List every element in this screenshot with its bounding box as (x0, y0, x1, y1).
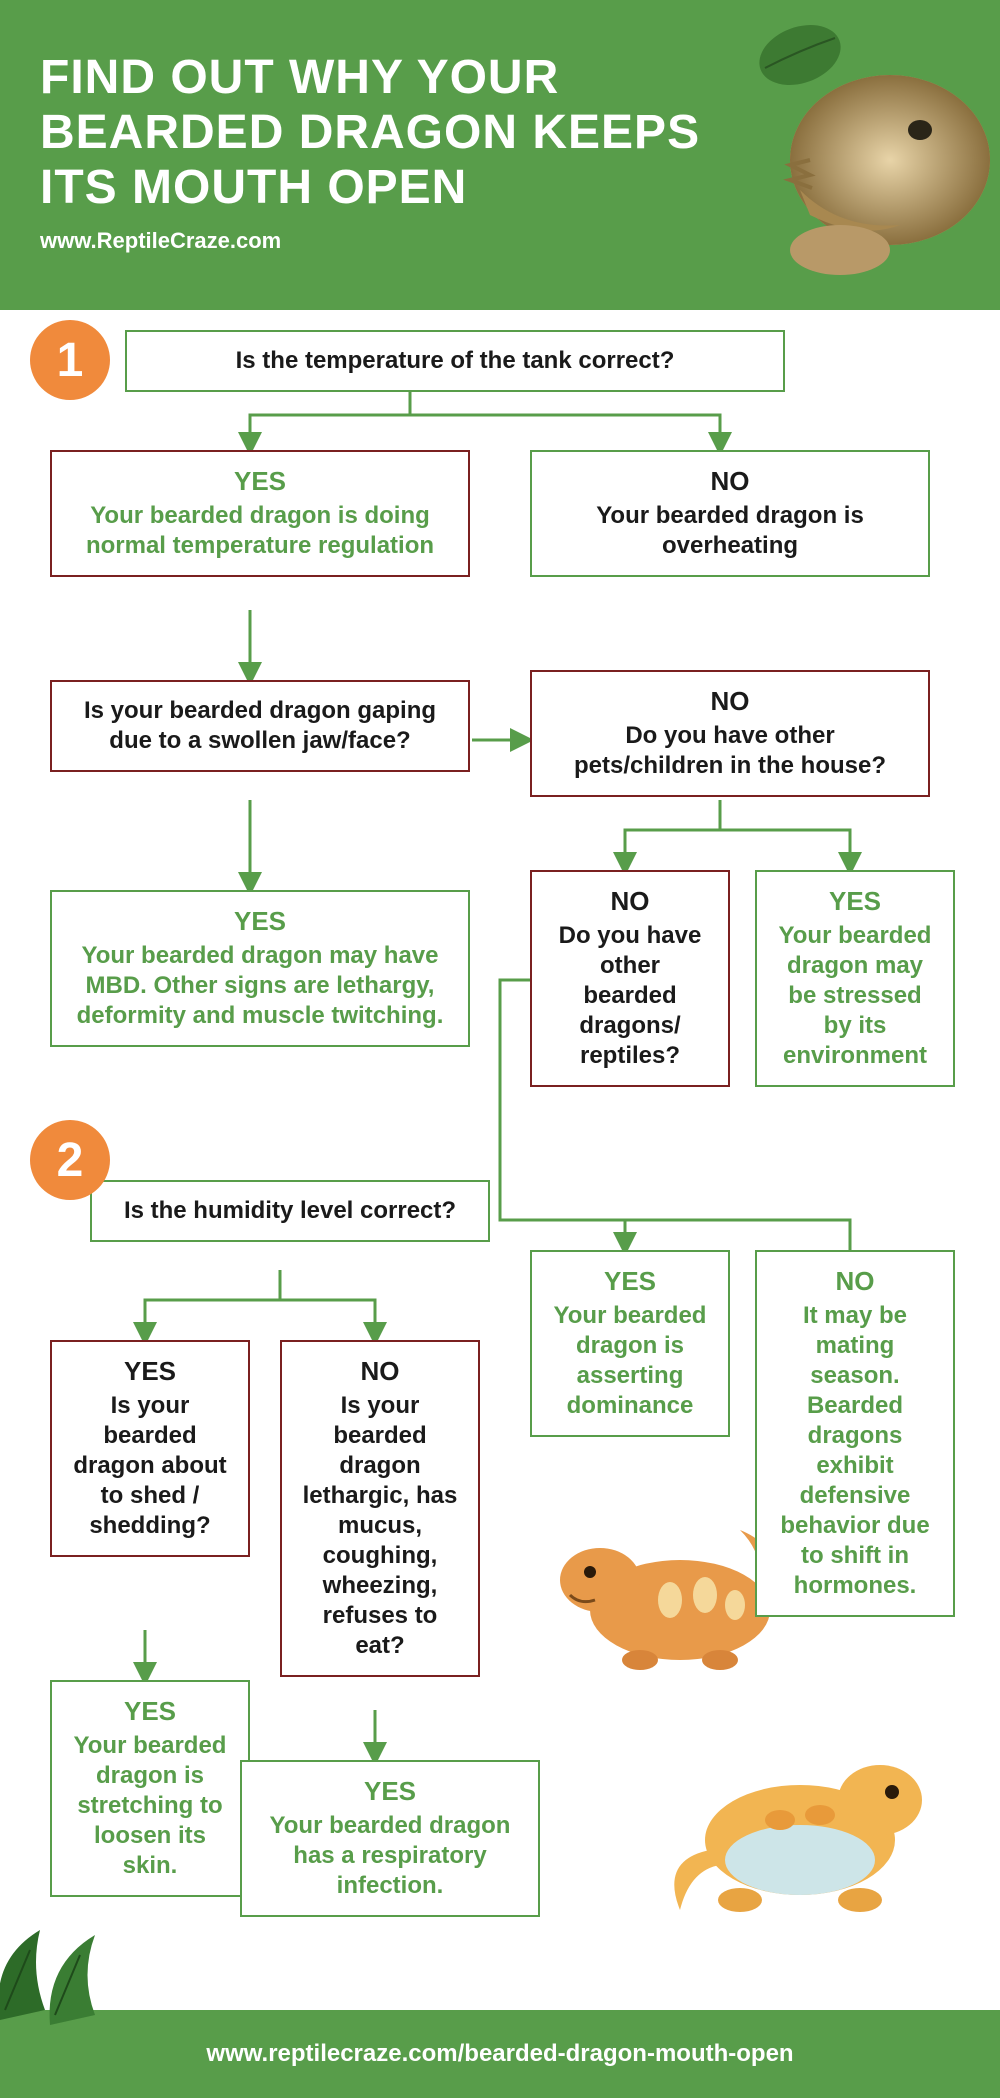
node-text: Your bearded dragon is doing normal temp… (70, 501, 450, 561)
header: FIND OUT WHY YOUR BEARDED DRAGON KEEPS I… (0, 0, 1000, 310)
node-text: Do you have other bearded dragons/ repti… (550, 921, 710, 1071)
node-mbd: YES Your bearded dragon may have MBD. Ot… (50, 890, 470, 1047)
node-title: YES (70, 1356, 230, 1387)
node-question-swollen: Is your bearded dragon gaping due to a s… (50, 680, 470, 772)
node-title: NO (300, 1356, 460, 1387)
node-text: Is the temperature of the tank correct? (145, 346, 765, 376)
flowchart-content: 1 2 Is the temperature of the tank corre… (0, 310, 1000, 2010)
node-title: YES (70, 906, 450, 937)
node-question-shedding: YES Is your bearded dragon about to shed… (50, 1340, 250, 1557)
step-badge-1: 1 (30, 320, 110, 400)
tropical-leaf-icon (0, 1910, 140, 2030)
node-text: Is the humidity level correct? (110, 1196, 470, 1226)
node-text: Your bearded dragon is stretching to loo… (70, 1731, 230, 1881)
node-title: YES (70, 1696, 230, 1727)
node-title: YES (550, 1266, 710, 1297)
node-text: Your bearded dragon has a respiratory in… (260, 1811, 520, 1901)
step-badge-2: 2 (30, 1120, 110, 1200)
node-text: Do you have other pets/children in the h… (550, 721, 910, 781)
node-text: Your bearded dragon is asserting dominan… (550, 1301, 710, 1421)
node-question-reptiles: NO Do you have other bearded dragons/ re… (530, 870, 730, 1087)
node-text: It may be mating season. Bearded dragons… (775, 1301, 935, 1601)
node-loosen-skin: YES Your bearded dragon is stretching to… (50, 1680, 250, 1897)
footer: www.reptilecraze.com/bearded-dragon-mout… (0, 2010, 1000, 2098)
node-mating: NO It may be mating season. Bearded drag… (755, 1250, 955, 1617)
node-title: NO (550, 886, 710, 917)
node-text: Is your bearded dragon gaping due to a s… (70, 696, 450, 756)
node-stressed: YES Your bearded dragon may be stressed … (755, 870, 955, 1087)
page-title: FIND OUT WHY YOUR BEARDED DRAGON KEEPS I… (40, 50, 740, 216)
node-text: Your bearded dragon may be stressed by i… (775, 921, 935, 1071)
node-question-pets: NO Do you have other pets/children in th… (530, 670, 930, 797)
node-text: Is your bearded dragon about to shed / s… (70, 1391, 230, 1541)
infographic-container: FIND OUT WHY YOUR BEARDED DRAGON KEEPS I… (0, 0, 1000, 2098)
node-title: YES (260, 1776, 520, 1807)
node-question-humidity: Is the humidity level correct? (90, 1180, 490, 1242)
node-temp-yes: YES Your bearded dragon is doing normal … (50, 450, 470, 577)
footer-url: www.reptilecraze.com/bearded-dragon-mout… (206, 2040, 793, 2067)
node-title: NO (550, 686, 910, 717)
dragon-cartoon-icon (650, 1710, 950, 1930)
node-title: YES (775, 886, 935, 917)
node-temp-no: NO Your bearded dragon is overheating (530, 450, 930, 577)
node-respiratory: YES Your bearded dragon has a respirator… (240, 1760, 540, 1917)
node-title: YES (70, 466, 450, 497)
node-question-temperature: Is the temperature of the tank correct? (125, 330, 785, 392)
node-title: NO (550, 466, 910, 497)
node-title: NO (775, 1266, 935, 1297)
node-text: Your bearded dragon may have MBD. Other … (70, 941, 450, 1031)
node-question-lethargic: NO Is your bearded dragon lethargic, has… (280, 1340, 480, 1677)
node-text: Is your bearded dragon lethargic, has mu… (300, 1391, 460, 1661)
bearded-dragon-photo (740, 30, 1000, 290)
node-text: Your bearded dragon is overheating (550, 501, 910, 561)
node-dominance: YES Your bearded dragon is asserting dom… (530, 1250, 730, 1437)
